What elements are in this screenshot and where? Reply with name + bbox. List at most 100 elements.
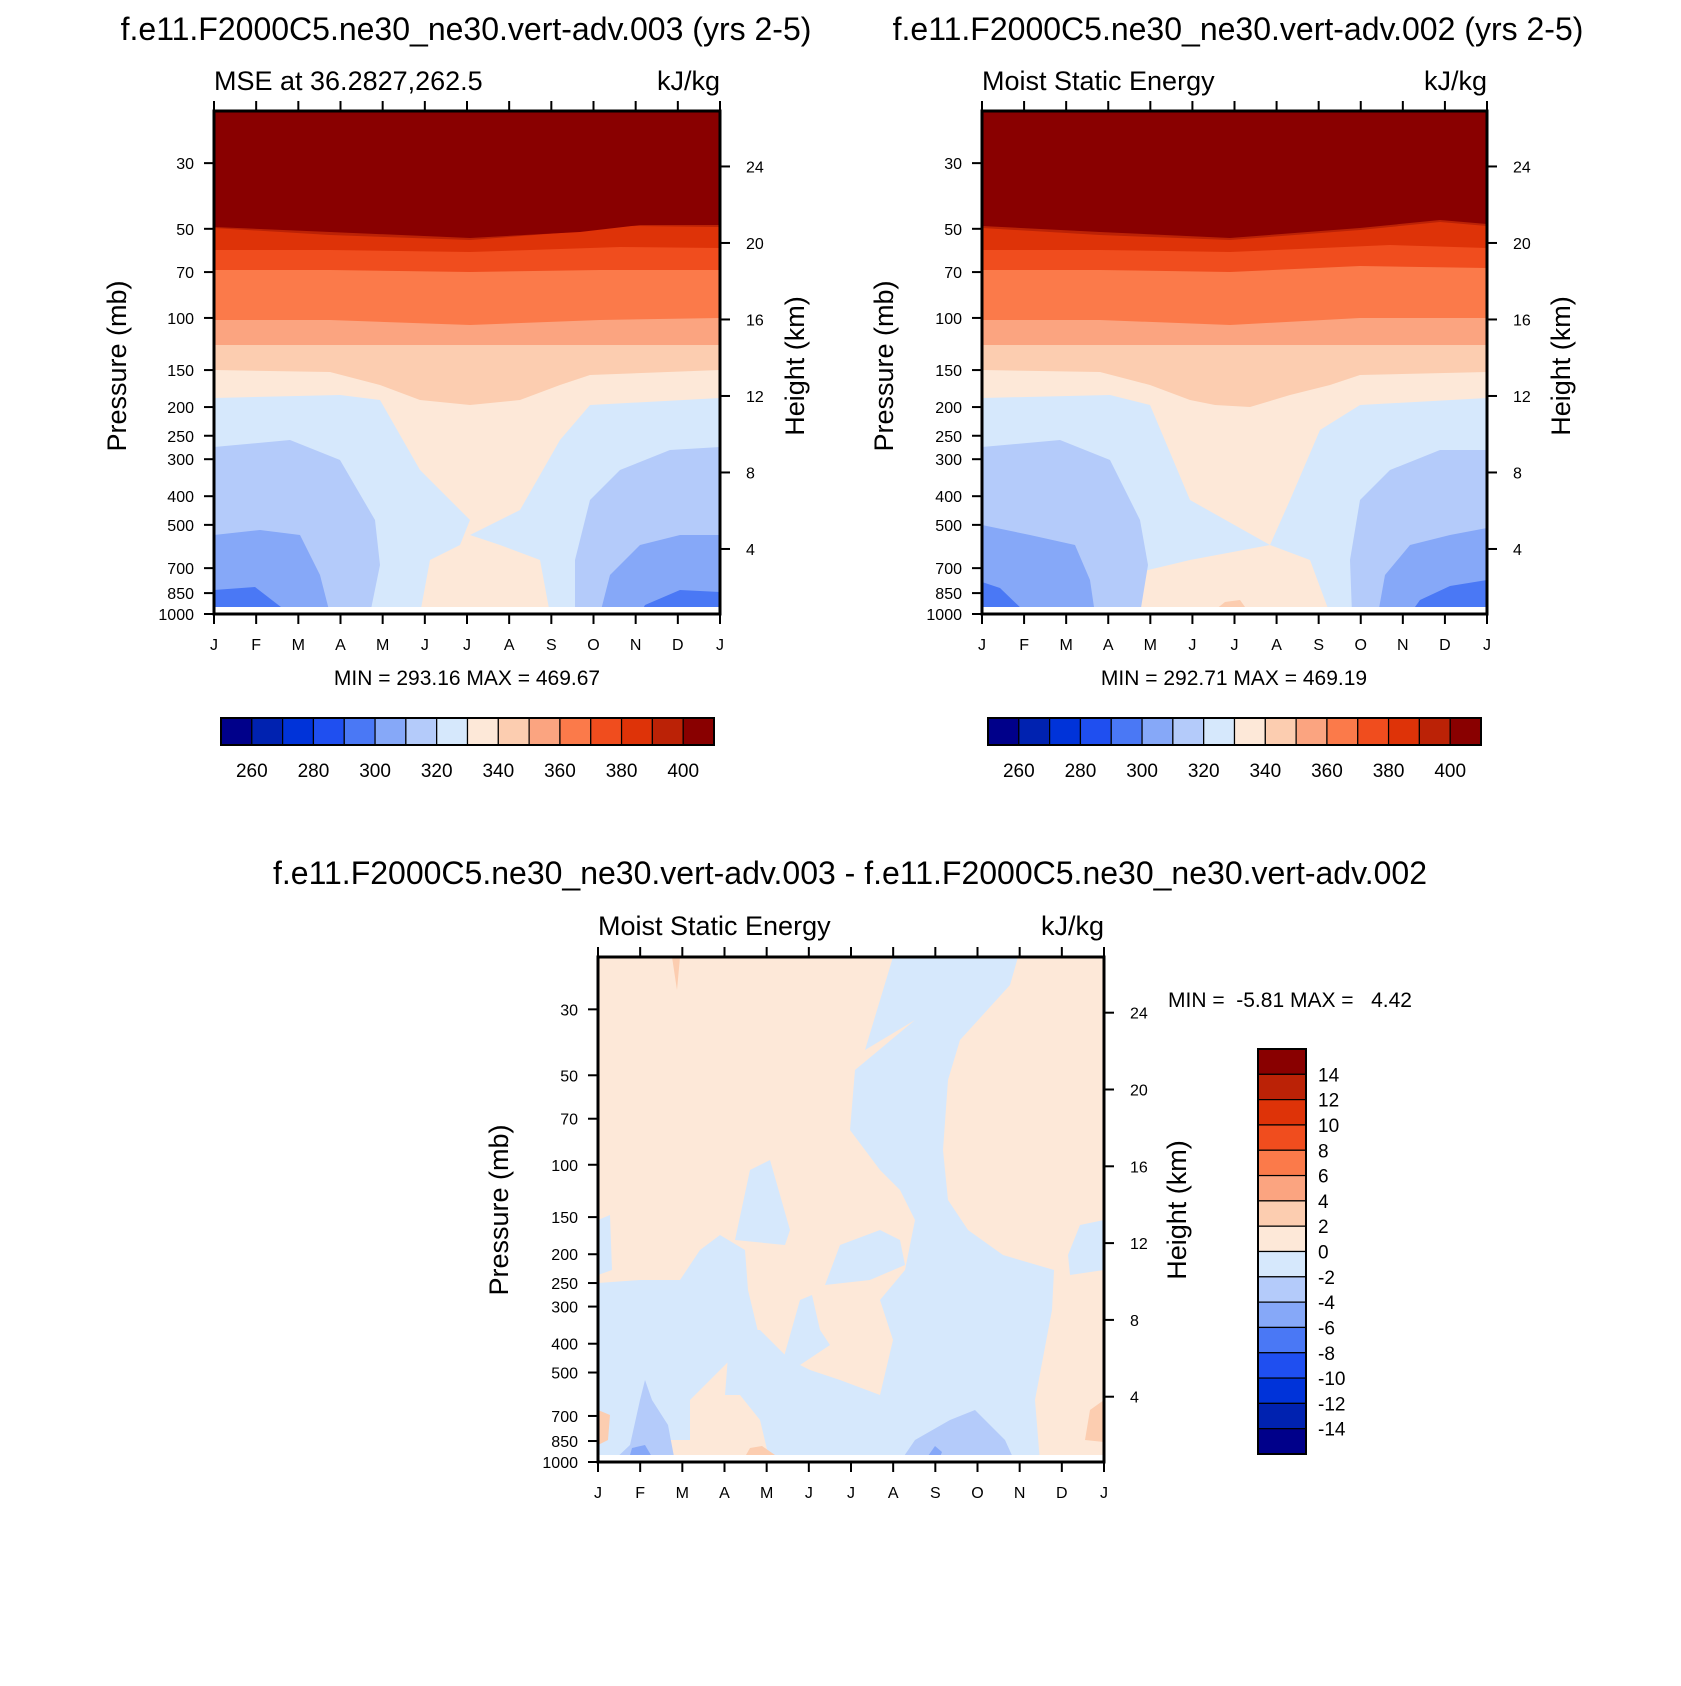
x-tick-label: D — [1056, 1485, 1068, 1502]
contour-band — [735, 1160, 790, 1245]
x-tick-label: A — [1271, 637, 1282, 654]
x-tick-label: N — [630, 637, 642, 654]
contour-band — [982, 111, 1487, 238]
y-tick-label: 70 — [560, 1112, 578, 1129]
x-tick-label: M — [1060, 637, 1073, 654]
contour-band — [982, 525, 1095, 614]
colorbar-swatch — [1233, 717, 1266, 746]
colorbar-label: 280 — [1065, 761, 1097, 782]
contour-band — [612, 1380, 675, 1462]
x-tick-label: J — [463, 637, 471, 654]
colorbar-label: 340 — [1249, 761, 1281, 782]
x-tick-label: A — [504, 637, 515, 654]
y-tick-label: 400 — [935, 489, 962, 506]
panel-a: f.e11.F2000C5.ne30_ne30.vert-adv.003 (yr… — [102, 11, 811, 782]
colorbar-swatch — [1172, 717, 1205, 746]
colorbar-swatch — [1079, 717, 1112, 746]
y-right-tick-label: 4 — [1130, 1390, 1139, 1407]
colorbar-label: 340 — [482, 761, 514, 782]
y-tick-label: 150 — [935, 363, 962, 380]
contour-band — [982, 607, 1487, 614]
colorbar-swatch — [1049, 717, 1082, 746]
colorbar-label: 380 — [1373, 761, 1405, 782]
x-tick-label: O — [587, 637, 599, 654]
x-tick-label: S — [1313, 637, 1324, 654]
x-tick-label: M — [760, 1485, 773, 1502]
x-tick-label: D — [672, 637, 684, 654]
x-tick-label: M — [376, 637, 389, 654]
colorbar-swatch — [1257, 1149, 1307, 1177]
y-tick-label: 200 — [167, 400, 194, 417]
panel-b-y-right-axis-title: Height (km) — [1546, 296, 1576, 436]
y-right-tick-label: 16 — [1130, 1159, 1148, 1176]
colorbar-label: 10 — [1318, 1116, 1339, 1137]
panel-diff-subtitle-right: kJ/kg — [1041, 911, 1104, 941]
y-tick-label: 250 — [935, 429, 962, 446]
contour-band — [725, 957, 1054, 1462]
contour-band — [598, 1455, 1104, 1462]
y-tick-label: 700 — [935, 561, 962, 578]
x-tick-label: F — [251, 637, 261, 654]
y-tick-label: 1000 — [542, 1455, 578, 1472]
y-right-tick-label: 12 — [1513, 389, 1531, 406]
colorbar-label: -6 — [1318, 1318, 1335, 1339]
x-tick-label: J — [847, 1485, 855, 1502]
x-tick-label: S — [930, 1485, 941, 1502]
y-tick-label: 500 — [167, 518, 194, 535]
y-tick-label: 250 — [167, 429, 194, 446]
colorbar-swatch — [987, 717, 1020, 746]
y-right-tick-label: 24 — [746, 159, 764, 176]
panel-b-y-axis-title: Pressure (mb) — [869, 280, 899, 451]
colorbar-label: 360 — [544, 761, 576, 782]
y-tick-label: 400 — [167, 489, 194, 506]
x-tick-label: A — [888, 1485, 899, 1502]
colorbar-swatch — [343, 717, 376, 746]
x-tick-label: J — [1100, 1485, 1108, 1502]
x-tick-label: O — [971, 1485, 983, 1502]
colorbar-swatch — [1257, 1124, 1307, 1151]
contour-band — [598, 1235, 760, 1462]
colorbar-swatch — [1257, 1225, 1307, 1253]
colorbar-label: 400 — [667, 761, 699, 782]
contour-band — [214, 607, 720, 614]
colorbar-swatch — [1257, 1099, 1307, 1126]
x-tick-label: S — [546, 637, 557, 654]
contour-band — [900, 1410, 1015, 1462]
colorbar-label: 400 — [1434, 761, 1466, 782]
x-tick-label: M — [292, 637, 305, 654]
y-tick-label: 150 — [167, 363, 194, 380]
panel-diff: f.e11.F2000C5.ne30_ne30.vert-adv.003 - f… — [273, 855, 1427, 1502]
x-tick-label: F — [1019, 637, 1029, 654]
colorbar-frame — [987, 717, 1482, 746]
colorbar-label: -8 — [1318, 1344, 1335, 1365]
colorbar-swatch — [1257, 1200, 1307, 1227]
colorbar-swatch — [1326, 717, 1359, 746]
colorbar-swatch — [1357, 717, 1390, 746]
colorbar-label: 260 — [1003, 761, 1035, 782]
colorbar-swatch — [620, 717, 653, 746]
panel-b-colorbar: 260 280 300 320 340 360 380 400 — [987, 717, 1482, 782]
y-right-tick-label: 16 — [746, 312, 764, 329]
x-tick-label: J — [1231, 637, 1239, 654]
panel-diff-subtitle-left: Moist Static Energy — [598, 911, 831, 941]
panel-a-axes: J F M A M J J A S O N D J 30 50 70 100 150 200 250 300 400 500… — [158, 101, 764, 654]
x-tick-label: N — [1014, 1485, 1026, 1502]
y-tick-label: 50 — [176, 222, 194, 239]
x-tick-label: N — [1397, 637, 1409, 654]
panel-a-title: f.e11.F2000C5.ne30_ne30.vert-adv.003 (yr… — [121, 11, 812, 47]
colorbar-label: 320 — [421, 761, 453, 782]
panel-a-y-axis-title: Pressure (mb) — [102, 280, 132, 451]
colorbar-swatch — [1257, 1352, 1307, 1379]
y-right-tick-label: 12 — [746, 389, 764, 406]
colorbar-label: -14 — [1318, 1420, 1346, 1441]
panel-a-min-max: MIN = 293.16 MAX = 469.67 — [334, 667, 600, 690]
y-tick-label: 400 — [551, 1337, 578, 1354]
x-tick-label: A — [719, 1485, 730, 1502]
y-right-tick-label: 20 — [1513, 236, 1531, 253]
colorbar-label: 260 — [236, 761, 268, 782]
panel-a-y-right-axis-title: Height (km) — [780, 296, 810, 436]
panel-diff-y-right-axis-title: Height (km) — [1162, 1140, 1192, 1280]
colorbar-label: 320 — [1188, 761, 1220, 782]
contour-band — [214, 111, 720, 238]
y-right-tick-label: 8 — [1513, 465, 1522, 482]
